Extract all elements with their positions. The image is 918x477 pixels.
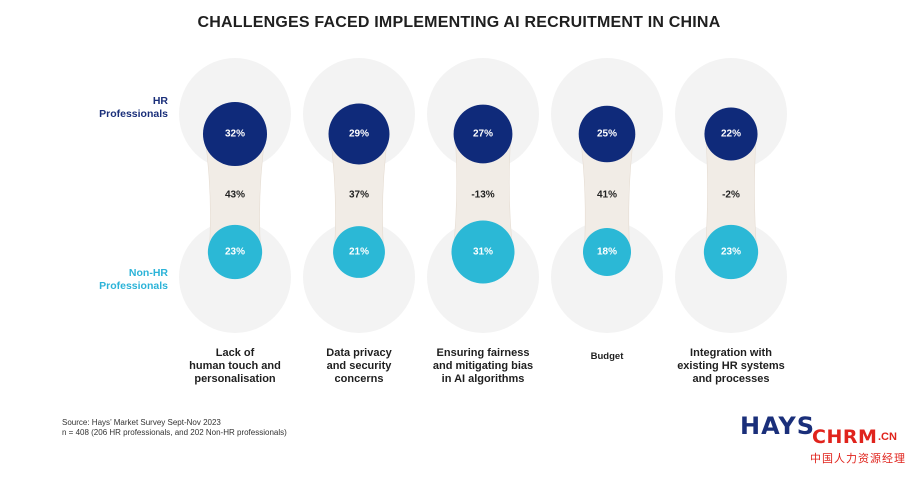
difference-label: 43% <box>225 190 245 201</box>
hr-value-label: 27% <box>473 129 493 140</box>
difference-label: -13% <box>471 190 494 201</box>
category-label: Ensuring fairness and mitigating bias in A… <box>432 347 534 385</box>
non-hr-professionals-label: Non-HR Professionals <box>99 267 168 292</box>
hr-professionals-label: HR Professionals <box>99 95 168 120</box>
hays-logo: HAYS <box>740 412 816 440</box>
hr-bubble <box>328 103 390 165</box>
hr-value-label: 22% <box>721 129 741 140</box>
non-hr-value-label: 18% <box>597 247 617 258</box>
difference-label: 41% <box>597 190 617 201</box>
non-hr-bubble <box>333 226 385 278</box>
non-hr-bubble <box>703 224 759 280</box>
non-hr-value-label: 23% <box>225 247 245 258</box>
category-label: Integration with existing HR systems and p… <box>677 347 785 385</box>
hr-value-label: 29% <box>349 129 369 140</box>
chrm-logo: CHRM <box>812 426 878 448</box>
non-hr-bubble <box>582 227 632 277</box>
non-hr-value-label: 31% <box>473 247 493 258</box>
non-hr-bubble <box>451 220 515 284</box>
non-hr-value-label: 23% <box>721 247 741 258</box>
hr-bubble <box>578 105 636 163</box>
non-hr-bubble <box>207 224 263 280</box>
hr-bubble <box>202 101 268 167</box>
category-label: Lack of human touch and personalisation <box>189 347 281 385</box>
chrm-subtitle: 中国人力资源经理 <box>810 452 906 465</box>
chrm-domain: .CN <box>878 431 897 443</box>
logo: HAYS CHRM .CN 中国人力资源经理 <box>740 410 910 470</box>
source-note: Source: Hays’ Market Survey Sept-Nov 202… <box>62 418 287 437</box>
hr-value-label: 32% <box>225 129 245 140</box>
non-hr-value-label: 21% <box>349 247 369 258</box>
chart-title: CHALLENGES FACED IMPLEMENTING AI RECRUIT… <box>197 14 721 31</box>
difference-label: 37% <box>349 190 369 201</box>
hr-value-label: 25% <box>597 129 617 140</box>
category-label: Budget <box>590 351 624 362</box>
hr-bubble <box>704 107 758 161</box>
hr-bubble <box>453 104 513 164</box>
category-label: Data privacy and security concerns <box>326 347 392 385</box>
difference-label: -2% <box>722 190 740 201</box>
non-hr-halo <box>551 221 663 333</box>
